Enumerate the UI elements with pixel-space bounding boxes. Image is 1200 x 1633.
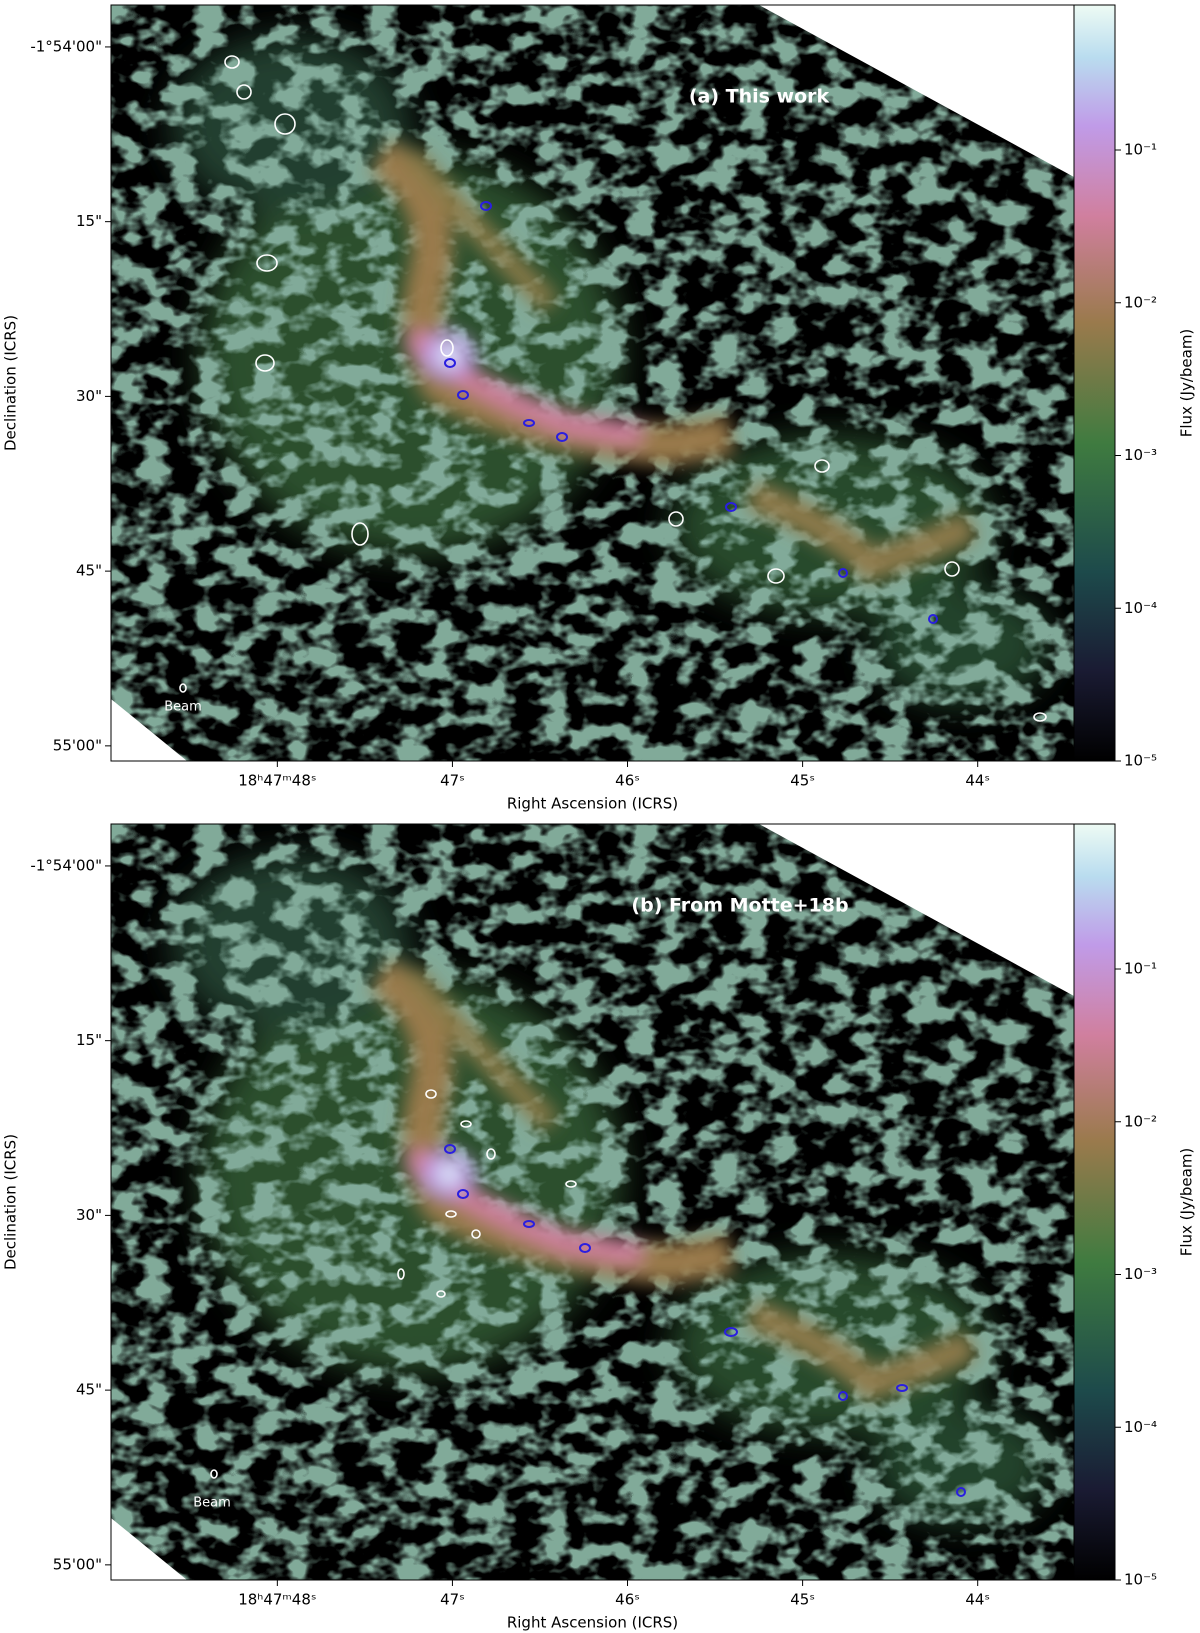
x-tick-label: 44ˢ bbox=[965, 772, 990, 790]
y-tick-label: 55'00" bbox=[53, 1555, 102, 1573]
y-tick-label: 45" bbox=[76, 1381, 102, 1399]
x-tick-label: 45ˢ bbox=[790, 1591, 815, 1609]
x-tick-label: 47ˢ bbox=[440, 772, 465, 790]
colorbar-tick-label: 10⁻³ bbox=[1124, 446, 1157, 464]
panels: (a) This work Beam 18ʰ47ᵐ48ˢ 47ˢ 46ˢ 45ˢ 44ˢ -1… bbox=[2, 4, 1196, 1632]
colorbar-tick-label: 10⁻⁵ bbox=[1124, 1571, 1157, 1589]
panel-title: (a) This work bbox=[689, 86, 830, 108]
x-axis-label: Right Ascension (ICRS) bbox=[507, 1614, 678, 1632]
colorbar-tick-label: 10⁻³ bbox=[1124, 1265, 1157, 1283]
y-tick-label: 30" bbox=[76, 387, 102, 405]
x-axis-label: Right Ascension (ICRS) bbox=[507, 795, 678, 813]
x-tick-label: 45ˢ bbox=[790, 772, 815, 790]
colorbar bbox=[1073, 4, 1116, 762]
x-tick-label: 46ˢ bbox=[615, 1591, 640, 1609]
y-tick-label: 15" bbox=[76, 1031, 102, 1049]
y-tick-label: 30" bbox=[76, 1206, 102, 1224]
x-tick-label: 18ʰ47ᵐ48ˢ bbox=[238, 1591, 316, 1609]
colorbar bbox=[1073, 823, 1116, 1581]
y-tick-label: -1°54'00" bbox=[30, 37, 102, 55]
beam-label: Beam bbox=[164, 700, 202, 715]
colorbar-tick-label: 10⁻² bbox=[1124, 1112, 1157, 1130]
colorbar-label: Flux (Jy/beam) bbox=[1178, 1148, 1196, 1257]
y-tick-label: 45" bbox=[76, 562, 102, 580]
colorbar-tick-label: 10⁻¹ bbox=[1124, 960, 1157, 978]
panel: (b) From Motte+18b Beam 18ʰ47ᵐ48ˢ 47ˢ 46ˢ 45ˢ… bbox=[2, 823, 1196, 1632]
y-axis-label: Declination (ICRS) bbox=[2, 1134, 20, 1270]
x-tick-label: 47ˢ bbox=[440, 1591, 465, 1609]
colorbar-tick-label: 10⁻¹ bbox=[1124, 141, 1157, 159]
y-tick-label: 15" bbox=[76, 212, 102, 230]
beam-label: Beam bbox=[193, 1496, 231, 1511]
colorbar-tick-label: 10⁻⁴ bbox=[1124, 599, 1157, 617]
panel: (a) This work Beam 18ʰ47ᵐ48ˢ 47ˢ 46ˢ 45ˢ 44ˢ -1… bbox=[2, 4, 1196, 813]
colorbar-tick-label: 10⁻⁵ bbox=[1124, 752, 1157, 770]
y-tick-label: -1°54'00" bbox=[30, 856, 102, 874]
x-tick-label: 18ʰ47ᵐ48ˢ bbox=[238, 772, 316, 790]
y-tick-label: 55'00" bbox=[53, 736, 102, 754]
panel-title: (b) From Motte+18b bbox=[631, 895, 848, 917]
colorbar-label: Flux (Jy/beam) bbox=[1178, 329, 1196, 438]
x-tick-label: 44ˢ bbox=[965, 1591, 990, 1609]
beam-ellipse bbox=[179, 683, 187, 693]
colorbar-tick-label: 10⁻² bbox=[1124, 293, 1157, 311]
colorbar-tick-label: 10⁻⁴ bbox=[1124, 1418, 1157, 1436]
beam-ellipse bbox=[210, 1469, 218, 1479]
y-axis-label: Declination (ICRS) bbox=[2, 315, 20, 451]
x-tick-label: 46ˢ bbox=[615, 772, 640, 790]
